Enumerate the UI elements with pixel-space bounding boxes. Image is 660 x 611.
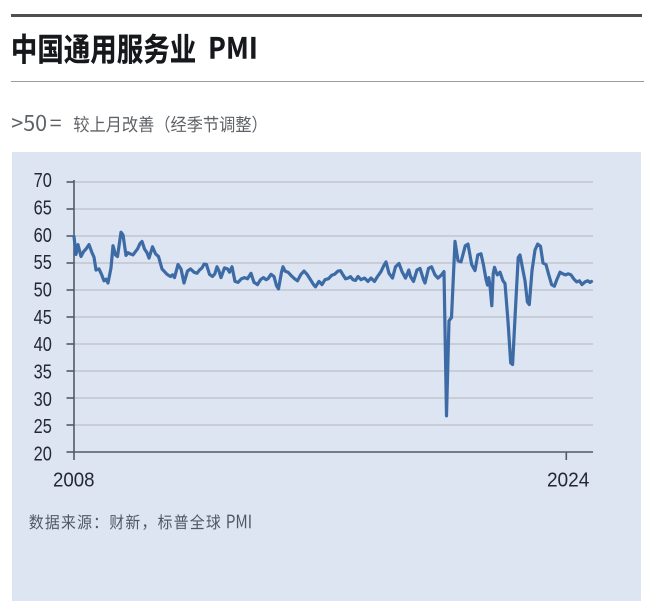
svg-text:35: 35 (34, 361, 52, 383)
svg-text:50: 50 (34, 280, 52, 302)
svg-text:30: 30 (34, 389, 52, 411)
svg-text:55: 55 (34, 252, 52, 274)
svg-text:70: 70 (34, 170, 52, 192)
svg-text:25: 25 (34, 416, 52, 438)
svg-text:2008: 2008 (53, 469, 95, 491)
svg-text:2024: 2024 (547, 469, 590, 491)
svg-text:45: 45 (34, 307, 52, 329)
svg-text:60: 60 (34, 225, 52, 247)
svg-text:20: 20 (34, 443, 52, 465)
svg-text:65: 65 (34, 198, 52, 220)
svg-text:40: 40 (34, 334, 52, 356)
